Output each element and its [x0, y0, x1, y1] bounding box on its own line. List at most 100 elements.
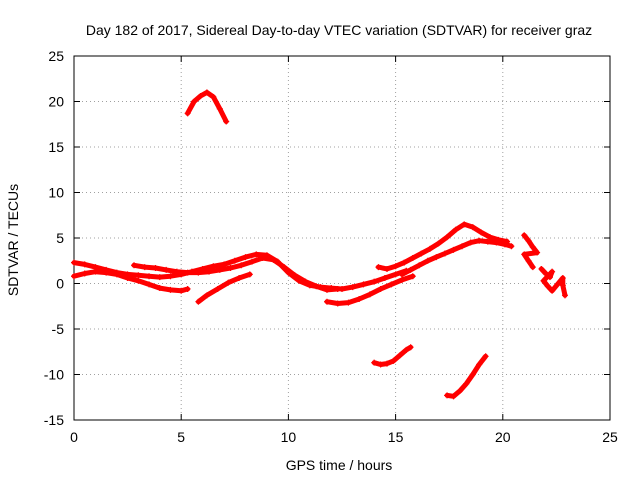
gridlines [74, 56, 610, 420]
data-point [323, 298, 330, 305]
data-point [113, 271, 120, 278]
data-point [195, 298, 202, 305]
data-point [476, 361, 483, 368]
data-point [549, 287, 556, 294]
data-point [184, 110, 191, 117]
data-point [525, 257, 532, 264]
data-point [225, 279, 232, 286]
data-point [197, 93, 204, 100]
data-point [549, 268, 556, 275]
data-point [381, 275, 388, 282]
data-point [345, 299, 352, 306]
data-point [486, 234, 493, 241]
series-band [444, 353, 489, 399]
data-point [195, 269, 202, 276]
data-point [167, 286, 174, 293]
data-point [231, 257, 238, 264]
data-point [450, 246, 457, 253]
data-point [546, 274, 553, 281]
series-track-h [184, 89, 230, 125]
data-point [156, 285, 163, 292]
data-point [371, 359, 378, 366]
data-point [463, 380, 470, 387]
data-point [238, 262, 245, 269]
y-tick-label: 15 [48, 139, 64, 155]
data-point [203, 89, 210, 96]
data-point [356, 295, 363, 302]
data-point [141, 264, 148, 271]
data-point [399, 271, 406, 278]
data-point [221, 261, 228, 268]
data-point [103, 269, 110, 276]
data-point [210, 93, 217, 100]
series-track-i [371, 344, 414, 368]
y-tick-label: 0 [56, 276, 64, 292]
data-point [377, 361, 384, 368]
data-point [246, 271, 253, 278]
data-point [534, 249, 541, 256]
y-tick-label: -5 [52, 321, 65, 337]
data-point [146, 273, 153, 280]
data-point [146, 281, 153, 288]
data-point [418, 250, 425, 257]
data-point [542, 270, 549, 277]
x-tick-label: 5 [177, 429, 185, 445]
data-point [559, 275, 566, 282]
data-point [135, 277, 142, 284]
data-point [538, 265, 545, 272]
data-point [227, 265, 234, 272]
data-point [529, 244, 536, 251]
data-point [281, 264, 288, 271]
x-tick-label: 20 [495, 429, 511, 445]
data-point [366, 291, 373, 298]
x-tick-label: 10 [281, 429, 297, 445]
series-band [195, 271, 253, 305]
data-point [253, 251, 260, 258]
data-point [163, 266, 170, 273]
data-point [469, 224, 476, 231]
data-point [388, 281, 395, 288]
series-track-l [538, 265, 568, 299]
data-point [416, 262, 423, 269]
data-point [242, 254, 249, 261]
y-tick-label: 20 [48, 94, 64, 110]
data-point [441, 250, 448, 257]
data-point [334, 285, 341, 292]
series-track-j [444, 353, 489, 400]
data-point [521, 251, 528, 258]
data-point [390, 357, 397, 364]
series-track-e [323, 273, 416, 307]
data-point [191, 98, 198, 105]
data-point [173, 268, 180, 275]
series-track-c [131, 255, 341, 293]
data-point [392, 263, 399, 270]
data-point [270, 256, 277, 263]
data-point [444, 392, 451, 399]
data-point [156, 274, 163, 281]
data-point [508, 243, 515, 250]
data-point [392, 271, 399, 278]
series-track-k [521, 232, 541, 271]
data-point [71, 259, 77, 266]
data-point [501, 241, 508, 248]
data-point [349, 284, 356, 291]
data-point [302, 278, 309, 285]
data-point [525, 237, 532, 244]
series-track-f [375, 221, 511, 272]
data-point [216, 266, 223, 273]
data-point [248, 258, 255, 265]
data-point [124, 275, 131, 282]
y-tick-label: 5 [56, 230, 64, 246]
data-point [459, 243, 466, 250]
data-point [135, 272, 142, 279]
data-point [167, 273, 174, 280]
data-point [206, 268, 213, 275]
series-band [521, 232, 540, 270]
data-point [396, 352, 403, 359]
data-point [184, 269, 191, 276]
data-point [559, 282, 566, 289]
data-point [493, 239, 500, 246]
data-point [371, 278, 378, 285]
y-tick-label: -15 [44, 412, 64, 428]
data-point [403, 346, 410, 353]
